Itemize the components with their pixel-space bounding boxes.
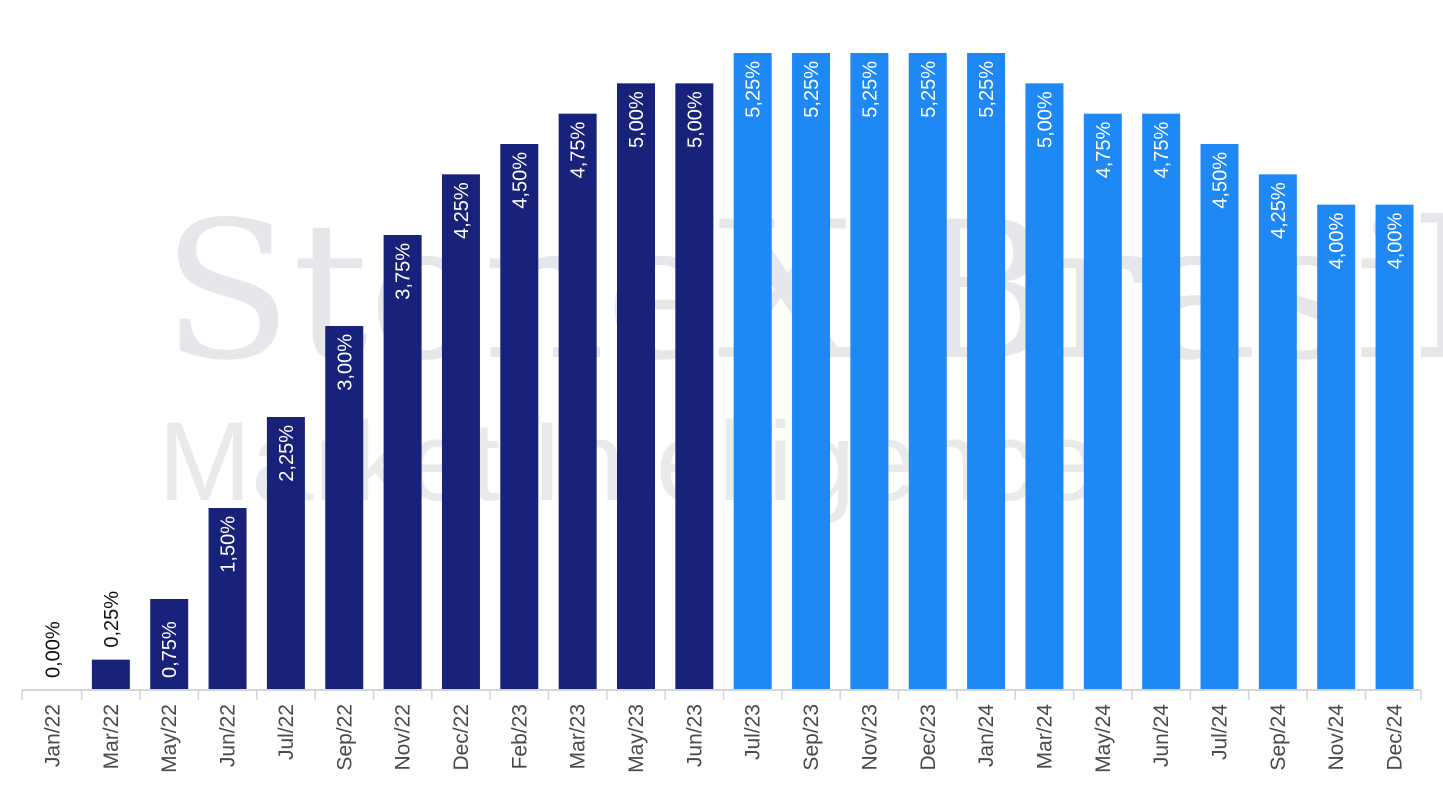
bar-value-label: 0,25%	[101, 591, 123, 648]
bar-value-label: 4,75%	[568, 121, 590, 178]
bar-sep-22	[325, 326, 364, 690]
bar-value-label: 2,25%	[276, 425, 298, 482]
bar-dec-24	[1375, 204, 1414, 690]
bar-value-label: 5,25%	[918, 61, 940, 118]
x-tick-label: Jun/22	[217, 704, 240, 767]
bar-value-label: 0,00%	[43, 621, 65, 678]
x-axis-ticks: Jan/22 Mar/22 May/22 Jun/22 Jul/22 Sep/22 Nov/…	[21, 690, 1422, 773]
x-tick-label: Jun/23	[683, 704, 706, 767]
bar-dec-22	[441, 174, 480, 691]
bar-value-label: 4,00%	[1326, 212, 1348, 269]
bar-jul-24	[1200, 144, 1239, 690]
bar-jun-22	[208, 508, 247, 690]
bar-value-label: 4,25%	[451, 182, 473, 239]
bar-feb-23	[500, 144, 539, 690]
bar-value-label: 0,75%	[159, 621, 181, 678]
bar-value-label: 4,50%	[1210, 152, 1232, 209]
x-tick-label: Mar/23	[567, 704, 590, 769]
x-tick-label: Dec/22	[450, 704, 473, 771]
bar-value-label: 5,25%	[743, 61, 765, 118]
x-tick-label: Mar/22	[100, 704, 123, 769]
bar-value-label: 1,50%	[218, 516, 240, 573]
bar-value-label: 5,00%	[684, 91, 706, 148]
bar-jul-23	[733, 53, 772, 690]
bar-jun-24	[1142, 113, 1181, 690]
x-tick-label: Mar/24	[1033, 704, 1056, 770]
bar-value-label: 3,75%	[393, 243, 415, 300]
x-tick-label: May/23	[625, 704, 648, 773]
x-tick-label: Dec/24	[1384, 704, 1407, 771]
bar-jun-23	[675, 83, 714, 691]
x-tick-label: Sep/24	[1267, 704, 1290, 771]
x-tick-label: Jul/24	[1209, 704, 1232, 760]
bar-value-label: 5,00%	[1034, 91, 1056, 148]
x-tick-label: Nov/24	[1325, 704, 1348, 771]
bar-value-label: 4,50%	[509, 152, 531, 209]
bar-mar-24	[1025, 83, 1064, 691]
bar-value-label: 4,25%	[1268, 182, 1290, 239]
bar-value-label: 5,25%	[976, 61, 998, 118]
x-tick-label: May/22	[158, 704, 181, 773]
x-tick-label: Jan/22	[42, 704, 65, 767]
bar-jan-24	[967, 53, 1006, 690]
bar-may-23	[617, 83, 655, 691]
bar-sep-24	[1258, 174, 1297, 691]
x-tick-label: Jun/24	[1150, 704, 1173, 767]
x-tick-label: Nov/23	[858, 704, 881, 771]
bars-group	[91, 53, 1414, 691]
bar-nov-22	[383, 235, 422, 690]
bar-may-22	[150, 599, 189, 690]
bar-nov-23	[850, 53, 889, 690]
bar-nov-24	[1317, 204, 1356, 690]
x-tick-label: Feb/23	[508, 704, 531, 769]
bar-value-label: 4,75%	[1093, 121, 1115, 178]
x-tick-label: Jul/22	[275, 704, 298, 760]
bar-may-24	[1083, 113, 1122, 690]
x-tick-label: Jul/23	[742, 704, 765, 760]
bar-mar-22	[91, 659, 130, 690]
x-tick-label: Sep/23	[800, 704, 823, 771]
x-tick-label: Nov/22	[392, 704, 415, 771]
bar-value-label: 5,25%	[859, 61, 881, 118]
x-tick-label: May/24	[1092, 704, 1115, 773]
x-tick-label: Jan/24	[975, 704, 998, 767]
bar-value-labels: 0,00% 0,25% 0,75% 1,50% 2,25% 3,00% 3,75% 4,25%…	[43, 61, 1407, 678]
bar-value-label: 5,25%	[801, 61, 823, 118]
bar-dec-23	[908, 53, 947, 690]
bar-value-label: 4,00%	[1385, 212, 1407, 269]
bar-sep-23	[792, 53, 831, 690]
x-tick-label: Sep/22	[333, 704, 356, 771]
bar-value-label: 3,00%	[334, 334, 356, 391]
bar-value-label: 5,00%	[626, 91, 648, 148]
bar-value-label: 4,75%	[1151, 121, 1173, 178]
bar-jul-22	[266, 417, 305, 690]
x-tick-label: Dec/23	[917, 704, 940, 771]
bar-mar-23	[558, 113, 597, 690]
